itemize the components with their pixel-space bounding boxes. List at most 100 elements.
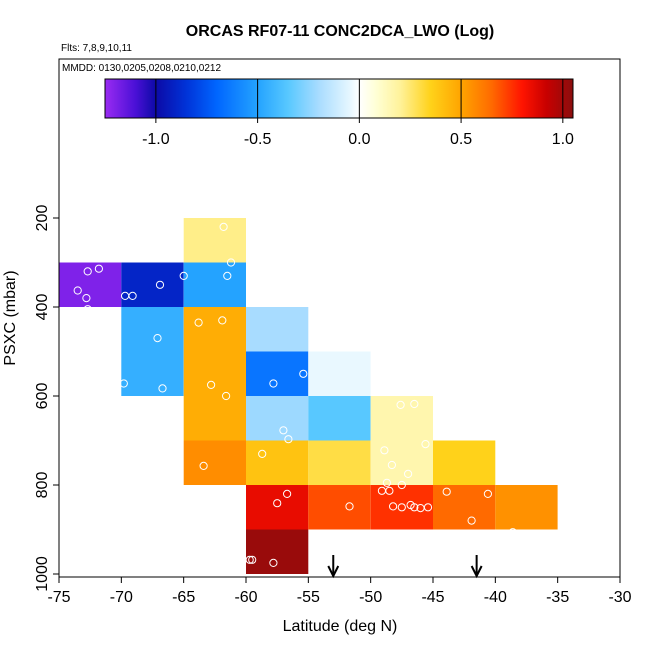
heatmap-cell <box>495 485 558 530</box>
observation-point <box>273 499 282 508</box>
heatmap-cell <box>121 351 184 396</box>
observation-point <box>223 271 232 280</box>
dates-label: MMDD: 0130,0205,0208,0210,0212 <box>62 63 221 74</box>
heatmap-cell <box>121 307 184 352</box>
y-tick-label: 1000 <box>34 556 51 592</box>
heatmap-cell <box>246 529 309 574</box>
heatmap-cell <box>246 351 309 396</box>
heatmap-cell <box>246 307 309 352</box>
observation-point <box>284 435 293 444</box>
observation-point <box>153 334 162 343</box>
observation-point <box>442 487 451 496</box>
colorbar-gradient <box>104 78 574 119</box>
observation-point <box>83 305 92 314</box>
observation-point <box>82 294 91 303</box>
colorbar: -1.0 -0.5 0.0 0.5 1.0 <box>104 78 574 148</box>
observation-point <box>508 528 517 537</box>
observation-point <box>299 369 308 378</box>
observation-point <box>128 291 137 300</box>
down-arrow-icon <box>470 555 483 579</box>
y-tick-label: 800 <box>34 472 51 499</box>
observation-point <box>248 555 257 564</box>
observation-point <box>397 480 406 490</box>
x-tick-label: -55 <box>297 589 320 606</box>
observation-point <box>421 440 430 449</box>
observation-point <box>404 469 413 478</box>
observation-point <box>397 503 406 512</box>
x-tick-label: -60 <box>234 589 257 606</box>
observation-point <box>194 318 203 327</box>
observation-point <box>179 271 188 280</box>
observation-point <box>222 391 231 401</box>
heatmap-cell <box>433 485 496 530</box>
observation-point <box>345 502 354 511</box>
heatmap-cell <box>370 485 433 530</box>
colorbar-tick-label: 1.0 <box>552 131 574 148</box>
observation-point <box>279 426 288 435</box>
x-tick-label: -50 <box>359 589 382 606</box>
observation-point <box>385 486 394 495</box>
x-tick-label: -70 <box>110 589 133 606</box>
observation-point <box>199 461 208 470</box>
x-tick-label: -30 <box>608 589 631 606</box>
heatmap-cell <box>183 351 246 396</box>
observation-point <box>283 489 292 498</box>
y-axis: 200 400 600 800 1000 <box>34 205 59 592</box>
x-tick-label: -35 <box>546 589 569 606</box>
observation-point <box>483 489 492 498</box>
heatmap-cell <box>183 218 246 263</box>
observation-points <box>73 222 517 568</box>
heatmap-cell <box>308 440 371 485</box>
observation-point <box>219 222 228 231</box>
y-tick-label: 400 <box>34 294 51 321</box>
observation-point <box>269 379 278 388</box>
observation-point <box>218 316 227 325</box>
x-axis: -75 -70 -65 -60 -55 -50 -45 -40 -35 -30 <box>47 577 632 606</box>
y-tick-label: 600 <box>34 383 51 410</box>
x-axis-label: Latitude (deg N) <box>283 618 398 635</box>
heatmap-cell <box>183 396 246 441</box>
colorbar-tick-label: -0.5 <box>244 131 272 148</box>
heatmap-cell <box>183 307 246 352</box>
colorbar-tick-label: -1.0 <box>142 131 170 148</box>
heatmap-cell <box>308 485 371 530</box>
heatmap-cell <box>308 396 371 441</box>
heatmap-cell <box>246 440 309 485</box>
x-tick-label: -45 <box>421 589 444 606</box>
observation-point <box>226 258 236 267</box>
observation-point <box>73 286 82 295</box>
heatmap-cell <box>433 440 496 485</box>
observation-point <box>83 267 92 276</box>
observation-point <box>410 503 419 512</box>
observation-point <box>94 264 104 273</box>
heatmap-cell <box>308 351 371 396</box>
plot-frame <box>58 58 621 578</box>
heatmap-cell <box>183 440 246 485</box>
heatmap-cell <box>121 262 184 307</box>
observation-point <box>155 280 165 289</box>
flights-label: Flts: 7,8,9,10,11 <box>61 43 132 54</box>
observation-point <box>245 555 254 564</box>
heatmap-cell <box>246 396 309 441</box>
heatmap-cell <box>183 262 246 307</box>
y-axis-label: PSXC (mbar) <box>2 270 19 365</box>
observation-point <box>389 502 398 511</box>
observation-point <box>387 460 396 470</box>
heatmap-cells <box>59 218 558 574</box>
observation-point <box>467 516 476 525</box>
colorbar-tick-label: 0.0 <box>348 131 370 148</box>
y-tick-label: 200 <box>34 205 51 232</box>
observation-point <box>158 384 167 393</box>
x-tick-label: -75 <box>47 589 70 606</box>
observation-point <box>119 379 128 388</box>
observation-point <box>258 449 267 458</box>
x-tick-label: -65 <box>172 589 195 606</box>
observation-point <box>396 400 405 409</box>
down-arrow-icon <box>327 555 340 579</box>
observation-point <box>410 399 419 409</box>
x-tick-label: -40 <box>484 589 507 606</box>
colorbar-tick-label: 0.5 <box>450 131 472 148</box>
observation-point <box>382 478 391 487</box>
chart-title: ORCAS RF07-11 CONC2DCA_LWO (Log) <box>186 23 494 40</box>
